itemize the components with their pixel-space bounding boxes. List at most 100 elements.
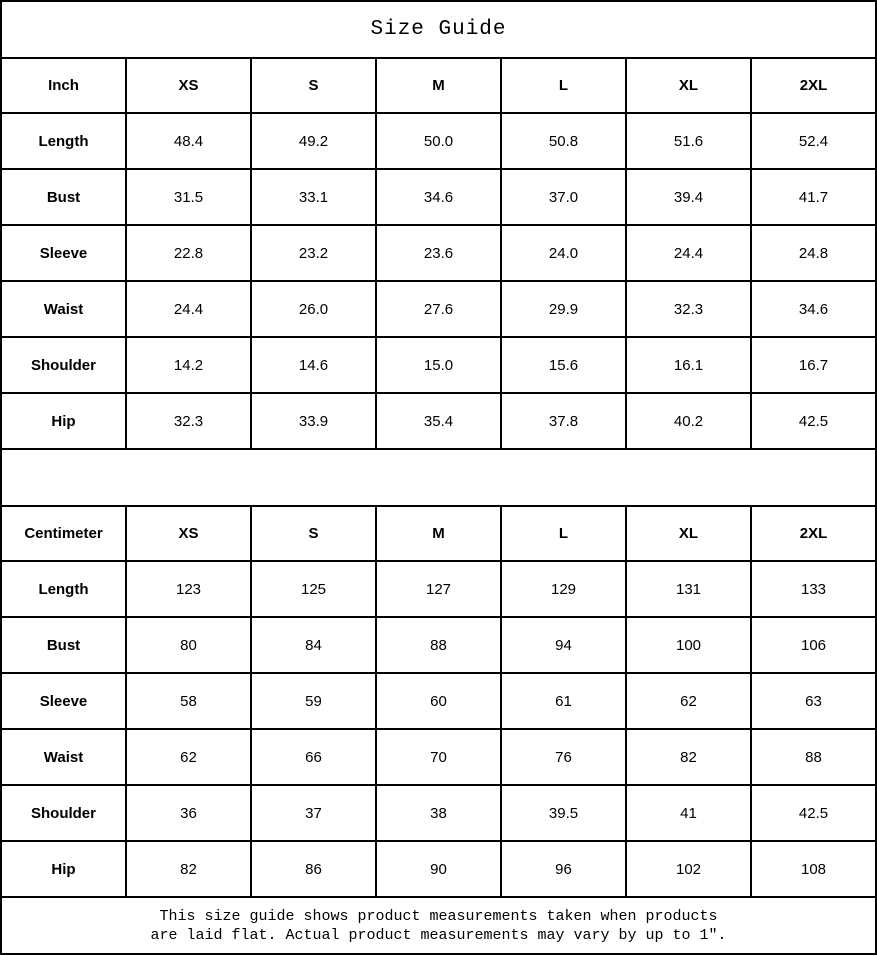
table-row: Shoulder 14.2 14.6 15.0 15.6 16.1 16.7 (0, 336, 877, 394)
row-label-shoulder-cm: Shoulder (0, 784, 127, 842)
table-row: Length 123 125 127 129 131 133 (0, 560, 877, 618)
cell-value: 127 (375, 560, 502, 618)
cell-value: 15.6 (500, 336, 627, 394)
cell-value: 63 (750, 672, 877, 730)
table-row: Sleeve 22.8 23.2 23.6 24.0 24.4 24.8 (0, 224, 877, 282)
cell-value: 86 (250, 840, 377, 898)
cell-value: 32.3 (125, 392, 252, 450)
cell-value: 129 (500, 560, 627, 618)
table-row: Hip 32.3 33.9 35.4 37.8 40.2 42.5 (0, 392, 877, 450)
cell-value: 102 (625, 840, 752, 898)
cell-value: 84 (250, 616, 377, 674)
table-row: Length 48.4 49.2 50.0 50.8 51.6 52.4 (0, 112, 877, 170)
row-label-bust-cm: Bust (0, 616, 127, 674)
cell-value: 61 (500, 672, 627, 730)
cell-value: 14.2 (125, 336, 252, 394)
cell-value: 82 (625, 728, 752, 786)
cell-value: 41 (625, 784, 752, 842)
row-label-waist: Waist (0, 280, 127, 338)
cell-value: 51.6 (625, 112, 752, 170)
cell-value: 38 (375, 784, 502, 842)
cell-value: 36 (125, 784, 252, 842)
table-row: Shoulder 36 37 38 39.5 41 42.5 (0, 784, 877, 842)
row-label-sleeve-cm: Sleeve (0, 672, 127, 730)
cell-value: 106 (750, 616, 877, 674)
cell-value: 24.4 (125, 280, 252, 338)
row-label-bust: Bust (0, 168, 127, 226)
footer-note-line-1: This size guide shows product measuremen… (159, 907, 718, 925)
cell-value: 23.6 (375, 224, 502, 282)
cell-value: 42.5 (750, 784, 877, 842)
cell-value: 50.0 (375, 112, 502, 170)
cell-value: 62 (125, 728, 252, 786)
size-header-2xl-cm: 2XL (750, 505, 877, 562)
table-row: Hip 82 86 90 96 102 108 (0, 840, 877, 898)
cell-value: 39.4 (625, 168, 752, 226)
cell-value: 16.1 (625, 336, 752, 394)
row-label-sleeve: Sleeve (0, 224, 127, 282)
table-row: Sleeve 58 59 60 61 62 63 (0, 672, 877, 730)
cell-value: 42.5 (750, 392, 877, 450)
size-header-xs: XS (125, 57, 252, 114)
cell-value: 24.0 (500, 224, 627, 282)
page-title: Size Guide (0, 0, 877, 59)
cell-value: 131 (625, 560, 752, 618)
cell-value: 50.8 (500, 112, 627, 170)
cell-value: 26.0 (250, 280, 377, 338)
size-header-l-cm: L (500, 505, 627, 562)
cell-value: 49.2 (250, 112, 377, 170)
cell-value: 88 (375, 616, 502, 674)
cell-value: 59 (250, 672, 377, 730)
cell-value: 88 (750, 728, 877, 786)
cell-value: 37 (250, 784, 377, 842)
table-row: Bust 31.5 33.1 34.6 37.0 39.4 41.7 (0, 168, 877, 226)
cell-value: 100 (625, 616, 752, 674)
cell-value: 125 (250, 560, 377, 618)
cell-value: 108 (750, 840, 877, 898)
size-header-s: S (250, 57, 377, 114)
cell-value: 58 (125, 672, 252, 730)
cell-value: 40.2 (625, 392, 752, 450)
size-header-s-cm: S (250, 505, 377, 562)
cell-value: 33.9 (250, 392, 377, 450)
size-header-m-cm: M (375, 505, 502, 562)
row-label-hip-cm: Hip (0, 840, 127, 898)
row-label-shoulder: Shoulder (0, 336, 127, 394)
cell-value: 35.4 (375, 392, 502, 450)
row-label-length: Length (0, 112, 127, 170)
row-label-length-cm: Length (0, 560, 127, 618)
size-header-2xl: 2XL (750, 57, 877, 114)
cell-value: 32.3 (625, 280, 752, 338)
cell-value: 14.6 (250, 336, 377, 394)
footer-note-line-2: are laid flat. Actual product measuremen… (150, 926, 727, 944)
cell-value: 90 (375, 840, 502, 898)
cell-value: 123 (125, 560, 252, 618)
row-label-hip: Hip (0, 392, 127, 450)
unit-header-centimeter: Centimeter (0, 505, 127, 562)
size-header-xl-cm: XL (625, 505, 752, 562)
cell-value: 82 (125, 840, 252, 898)
cell-value: 34.6 (375, 168, 502, 226)
cell-value: 33.1 (250, 168, 377, 226)
size-header-xl: XL (625, 57, 752, 114)
cell-value: 60 (375, 672, 502, 730)
cell-value: 39.5 (500, 784, 627, 842)
cell-value: 37.8 (500, 392, 627, 450)
cell-value: 133 (750, 560, 877, 618)
cell-value: 34.6 (750, 280, 877, 338)
size-header-xs-cm: XS (125, 505, 252, 562)
cell-value: 29.9 (500, 280, 627, 338)
size-header-m: M (375, 57, 502, 114)
table-spacer (0, 448, 877, 507)
cell-value: 48.4 (125, 112, 252, 170)
cell-value: 24.4 (625, 224, 752, 282)
table-row: Waist 24.4 26.0 27.6 29.9 32.3 34.6 (0, 280, 877, 338)
footer-note: This size guide shows product measuremen… (0, 896, 877, 955)
cell-value: 96 (500, 840, 627, 898)
cell-value: 62 (625, 672, 752, 730)
cell-value: 22.8 (125, 224, 252, 282)
cell-value: 27.6 (375, 280, 502, 338)
size-header-l: L (500, 57, 627, 114)
